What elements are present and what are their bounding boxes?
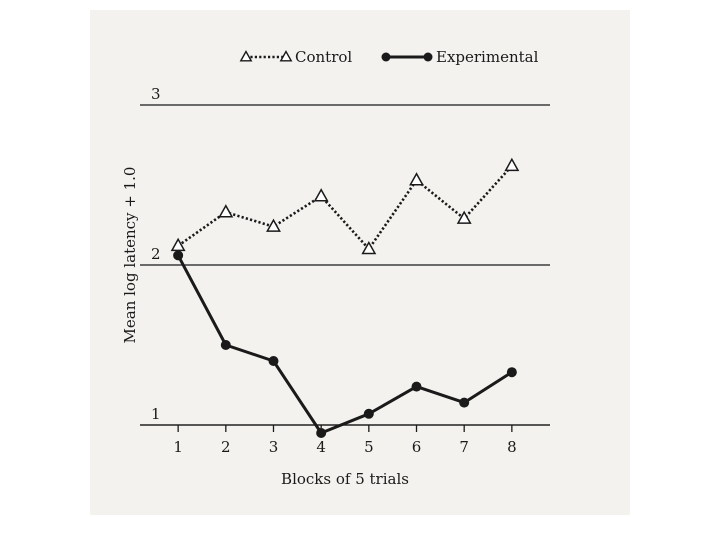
x-tick-label-4: 4	[316, 438, 326, 456]
point-control-3	[266, 218, 281, 232]
x-ticks: 1 2 3 4 5 6 7 8	[173, 425, 517, 456]
point-experimental-3	[268, 356, 279, 366]
line-chart: 1 2 3 4 5 6 7 8 1 2 3 Control Experimental Blocks…	[121, 48, 550, 488]
point-experimental-1	[173, 250, 184, 261]
point-experimental-7	[459, 397, 470, 408]
x-tick-label-2: 2	[221, 438, 231, 456]
legend-sample-control	[239, 50, 293, 62]
series-line-experimental	[176, 254, 513, 435]
series-layer	[170, 157, 520, 438]
y-ticks: 1 2 3	[151, 85, 161, 423]
y-tick-label-2: 2	[151, 245, 161, 263]
x-tick-label-7: 7	[459, 438, 469, 456]
point-control-1	[170, 237, 186, 252]
point-control-5	[361, 240, 377, 255]
legend: Control Experimental	[239, 48, 539, 66]
x-tick-label-6: 6	[412, 438, 422, 456]
point-control-2	[218, 204, 234, 218]
y-tick-label-3: 3	[151, 85, 161, 103]
point-control-4	[313, 188, 329, 202]
series-line-control	[177, 164, 513, 252]
legend-marker-experimental-0	[381, 52, 391, 62]
legend-sample-experimental	[381, 52, 433, 62]
x-tick-label-1: 1	[173, 438, 183, 456]
reference-lines	[140, 104, 550, 426]
legend-item-experimental: Experimental	[381, 48, 539, 66]
scanned-page-background: 1 2 3 4 5 6 7 8 1 2 3 Control Experimental Blocks…	[90, 10, 630, 515]
legend-label-control: Control	[295, 48, 352, 66]
x-tick-label-8: 8	[507, 438, 517, 456]
point-experimental-8	[506, 367, 517, 378]
y-axis-label: Mean log latency + 1.0	[121, 167, 139, 344]
point-control-8	[504, 157, 520, 172]
legend-item-control: Control	[239, 48, 352, 66]
legend-label-experimental: Experimental	[436, 48, 539, 66]
point-experimental-4	[316, 428, 327, 438]
x-axis-label: Blocks of 5 trials	[281, 470, 409, 488]
point-control-7	[456, 210, 472, 224]
point-control-6	[409, 172, 424, 186]
x-tick-label-5: 5	[364, 438, 374, 456]
point-experimental-2	[220, 340, 231, 350]
legend-marker-control-1	[279, 50, 293, 62]
y-tick-label-1: 1	[151, 405, 161, 423]
point-experimental-5	[363, 408, 374, 419]
x-tick-label-3: 3	[269, 438, 279, 456]
legend-marker-control-0	[239, 50, 253, 62]
legend-marker-experimental-1	[423, 52, 433, 62]
point-experimental-6	[411, 381, 422, 392]
